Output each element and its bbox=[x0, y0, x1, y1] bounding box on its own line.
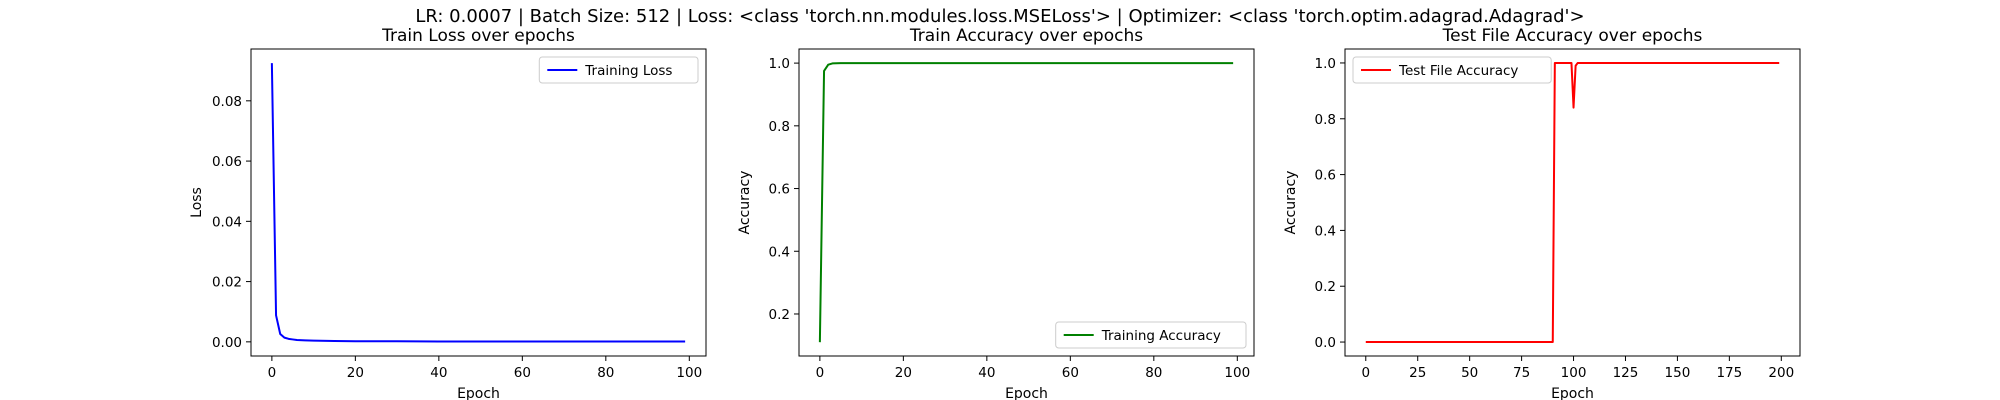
y-tick-label: 0.2 bbox=[769, 307, 790, 323]
y-tick-label: 0.00 bbox=[212, 335, 242, 351]
x-tick-label: 0 bbox=[816, 365, 825, 381]
x-axis-label: Epoch bbox=[457, 386, 500, 400]
x-tick-label: 100 bbox=[676, 365, 702, 381]
legend-label: Training Accuracy bbox=[1101, 328, 1221, 344]
y-axis-label: Accuracy bbox=[1283, 171, 1299, 235]
x-axis-label: Epoch bbox=[1005, 386, 1048, 400]
legend-label: Training Loss bbox=[584, 63, 672, 79]
x-tick-label: 100 bbox=[1224, 365, 1250, 381]
legend-box bbox=[1352, 56, 1552, 84]
x-tick-label: 75 bbox=[1513, 365, 1530, 381]
axes-frame bbox=[250, 48, 707, 357]
legend-box bbox=[1055, 321, 1247, 349]
series-line-1 bbox=[1365, 61, 1780, 344]
x-tick-label: 25 bbox=[1409, 365, 1426, 381]
x-tick-label: 125 bbox=[1613, 365, 1639, 381]
y-tick-label: 0.2 bbox=[1315, 279, 1336, 295]
y-tick-label: 0.8 bbox=[769, 119, 790, 135]
x-tick-label: 40 bbox=[978, 365, 995, 381]
y-tick-label: 1.0 bbox=[1315, 56, 1336, 72]
y-tick-label: 0.6 bbox=[769, 182, 790, 198]
axes-frame bbox=[798, 48, 1255, 357]
x-tick-label: 20 bbox=[895, 365, 912, 381]
chart-1: Train Loss over epochs 0 20 40 60 80 100 0.00 0.… bbox=[189, 26, 707, 400]
chart-title: Train Accuracy over epochs bbox=[909, 26, 1143, 46]
x-tick-label: 60 bbox=[514, 365, 531, 381]
x-tick-label: 50 bbox=[1461, 365, 1478, 381]
y-tick-label: 0.06 bbox=[212, 154, 242, 170]
chart-title: Train Loss over epochs bbox=[381, 26, 575, 46]
y-axis-label: Loss bbox=[189, 187, 205, 218]
x-tick-label: 175 bbox=[1716, 365, 1742, 381]
y-tick-label: 0.4 bbox=[769, 244, 790, 260]
y-tick-label: 1.0 bbox=[769, 56, 790, 72]
y-tick-label: 0.02 bbox=[212, 275, 242, 291]
y-tick-label: 0.4 bbox=[1315, 223, 1336, 239]
x-tick-label: 100 bbox=[1561, 365, 1587, 381]
series-line-1 bbox=[818, 62, 1234, 343]
y-tick-label: 0.6 bbox=[1315, 168, 1336, 184]
chart-title: Test File Accuracy over epochs bbox=[1442, 26, 1703, 46]
chart-3: Test File Accuracy over epochs 0 25 50 75 100… bbox=[1283, 26, 1801, 400]
x-tick-label: 40 bbox=[430, 365, 447, 381]
y-axis-label: Accuracy bbox=[737, 171, 753, 235]
x-axis-label: Epoch bbox=[1551, 386, 1594, 400]
axes-frame bbox=[1344, 48, 1801, 357]
chart-2: Train Accuracy over epochs 0 20 40 60 80 100 0.… bbox=[737, 26, 1255, 400]
x-tick-label: 20 bbox=[347, 365, 364, 381]
x-tick-label: 60 bbox=[1062, 365, 1079, 381]
y-tick-label: 0.8 bbox=[1315, 112, 1336, 128]
x-tick-label: 0 bbox=[1361, 365, 1370, 381]
x-tick-label: 200 bbox=[1768, 365, 1794, 381]
figure-suptitle: LR: 0.0007 | Batch Size: 512 | Loss: <cl… bbox=[415, 6, 1584, 27]
x-tick-label: 80 bbox=[1145, 365, 1162, 381]
y-tick-label: 0.04 bbox=[212, 214, 242, 230]
y-tick-label: 0.08 bbox=[212, 94, 242, 110]
x-tick-label: 0 bbox=[268, 365, 277, 381]
legend: Training Loss bbox=[538, 56, 699, 84]
series-line-1 bbox=[270, 63, 686, 343]
legend-box bbox=[538, 56, 699, 84]
legend-label: Test File Accuracy bbox=[1398, 63, 1518, 79]
x-tick-label: 80 bbox=[597, 365, 614, 381]
legend: Test File Accuracy bbox=[1352, 56, 1552, 84]
x-tick-label: 150 bbox=[1665, 365, 1691, 381]
legend: Training Accuracy bbox=[1055, 321, 1247, 349]
y-tick-label: 0.0 bbox=[1315, 335, 1336, 351]
